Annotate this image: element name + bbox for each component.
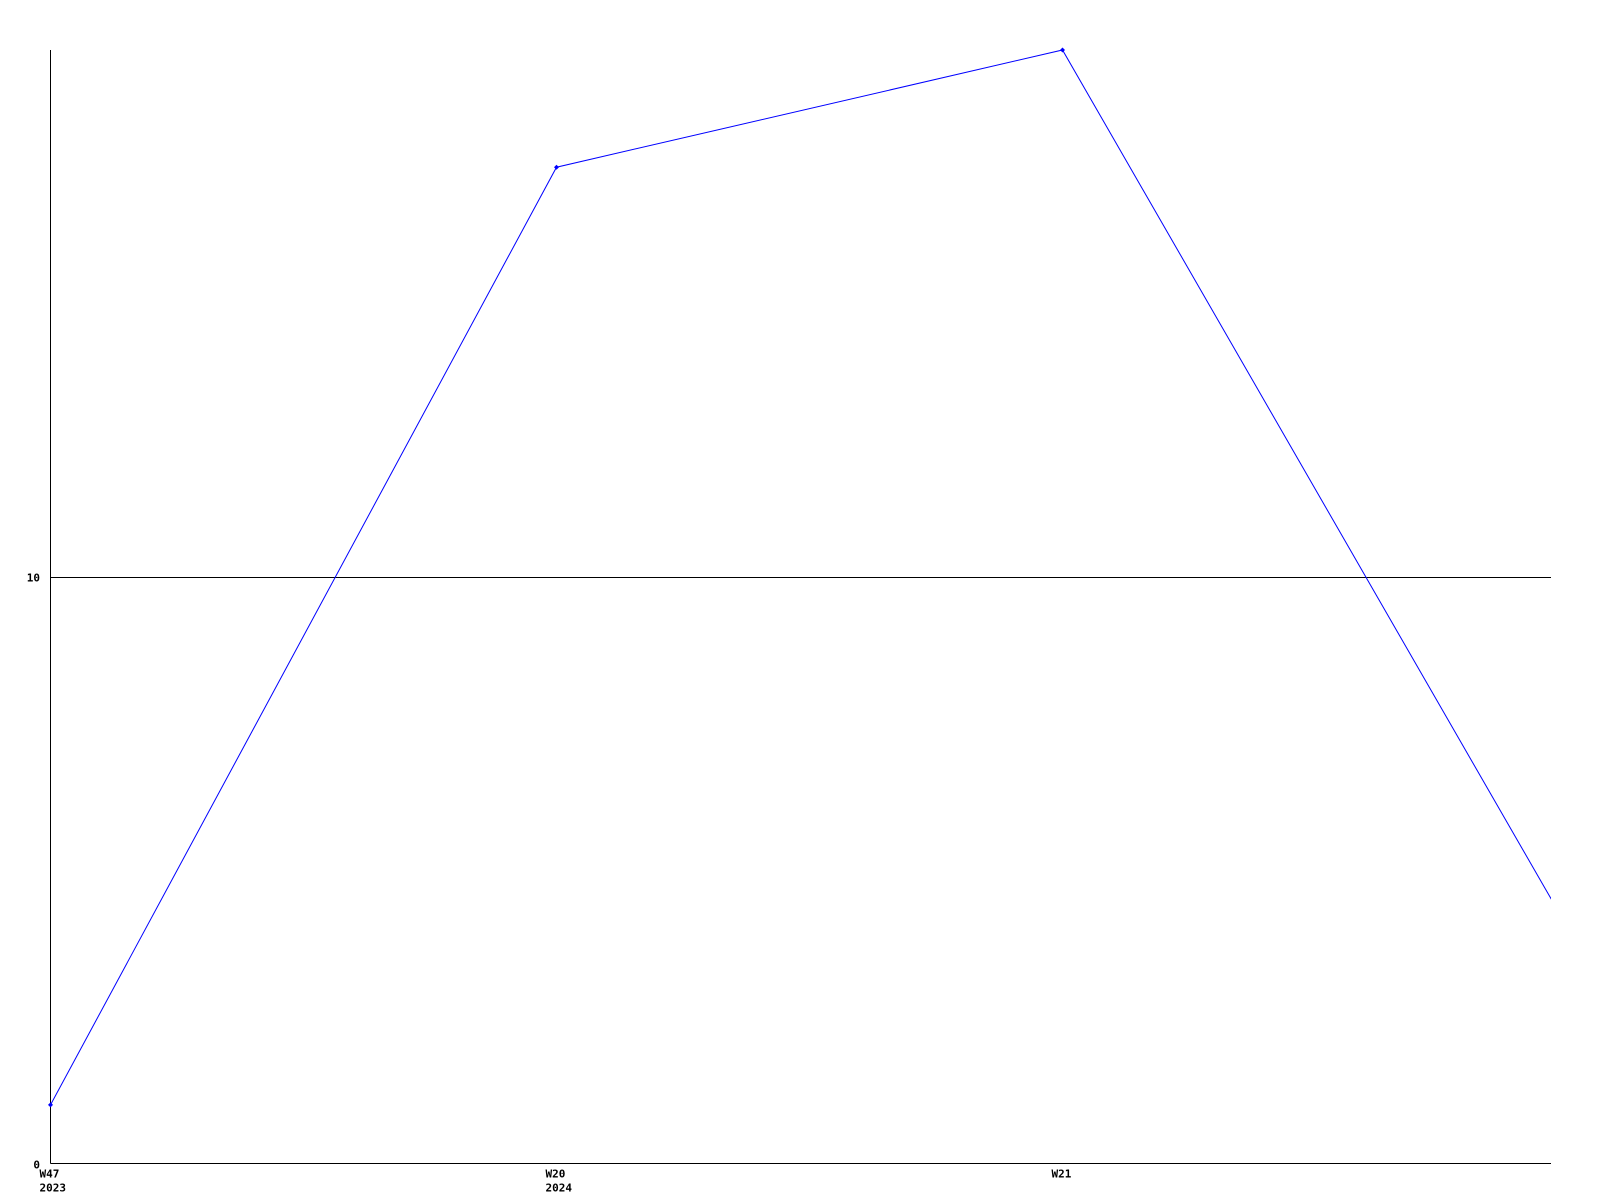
series-line bbox=[50, 49, 1551, 1106]
x-tick-year-label: 2023 bbox=[40, 1182, 67, 1195]
x-tick-label: W47 bbox=[40, 1168, 60, 1181]
x-tick-year-label: 2024 bbox=[546, 1182, 573, 1195]
data-point bbox=[1060, 47, 1065, 53]
x-tick-label: W20 bbox=[546, 1168, 566, 1181]
data-point bbox=[48, 1102, 53, 1108]
data-point bbox=[554, 164, 559, 170]
y-tick-label: 0 bbox=[33, 1159, 40, 1172]
y-tick-label: 10 bbox=[27, 572, 40, 585]
x-tick-label: W21 bbox=[1052, 1168, 1072, 1181]
